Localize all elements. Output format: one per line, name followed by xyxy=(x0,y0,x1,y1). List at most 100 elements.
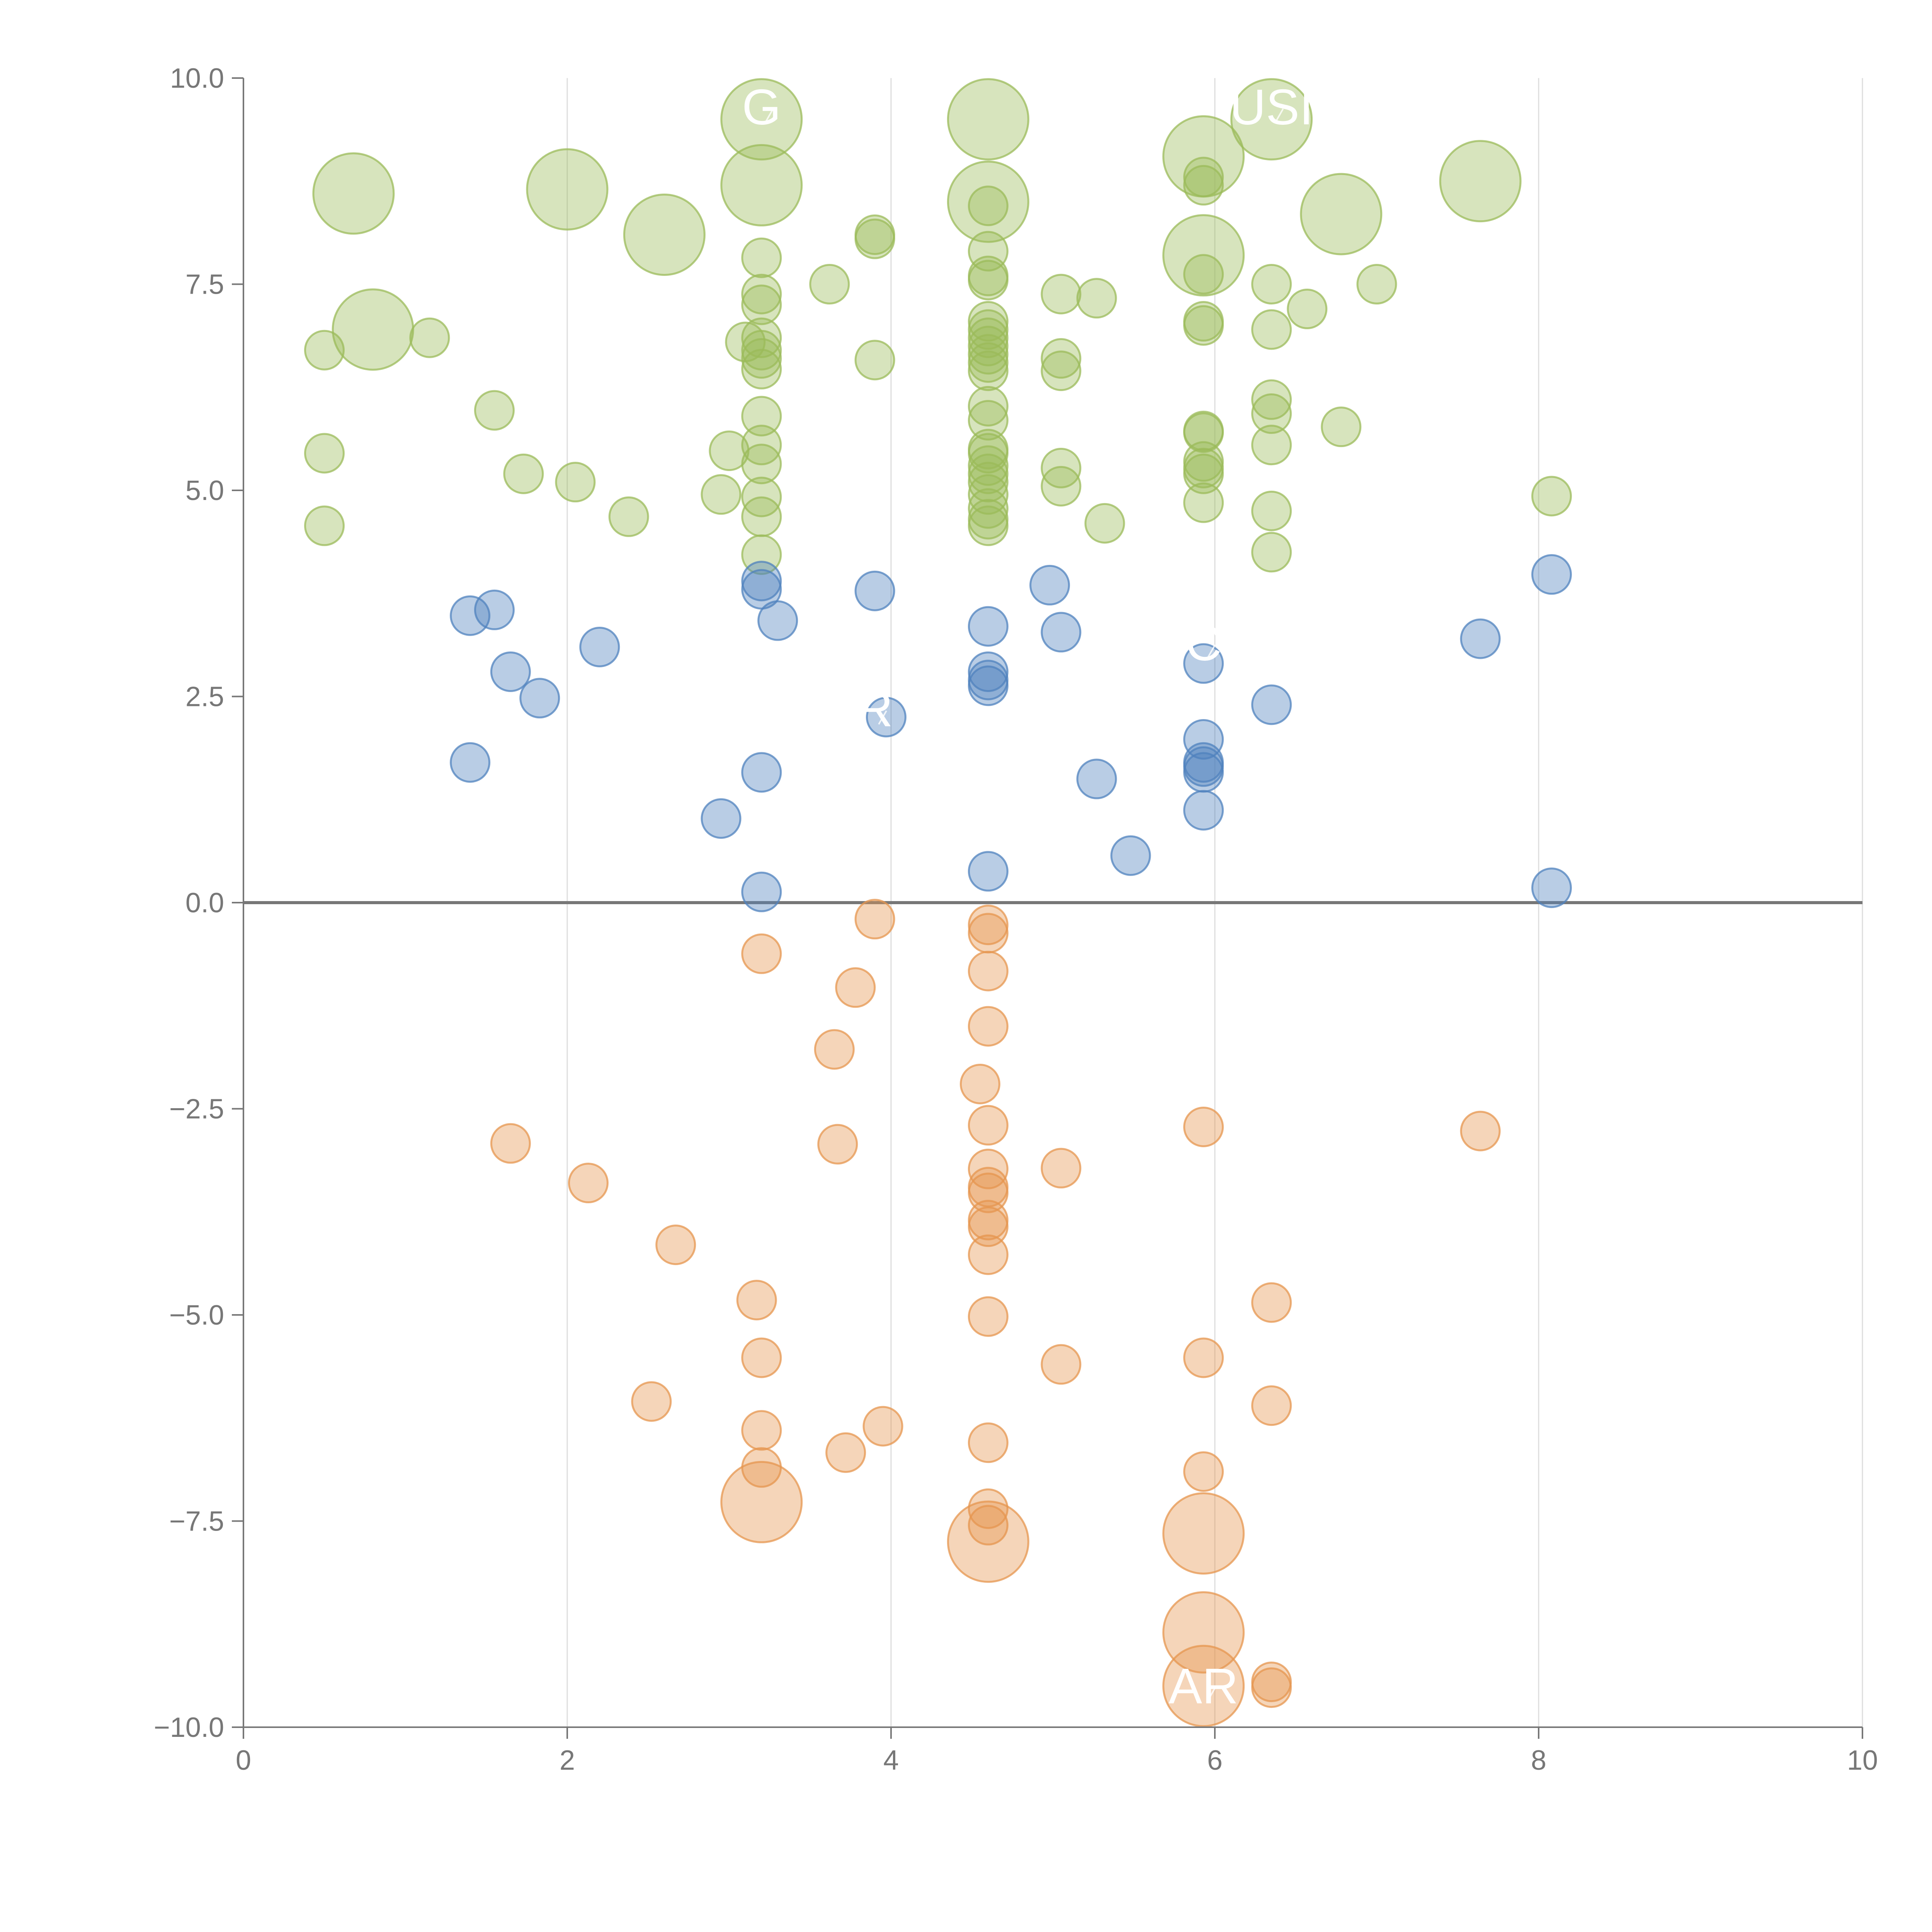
point-mid-30 xyxy=(1460,618,1501,659)
point-low-42 xyxy=(1251,1385,1292,1426)
point-high-6 xyxy=(947,160,1029,243)
point-high-12 xyxy=(332,288,414,371)
point-low-38 xyxy=(1162,1492,1245,1575)
y-tick-label-5: −2.5 xyxy=(169,1094,224,1125)
point-low-13 xyxy=(817,1124,858,1165)
point-high-66 xyxy=(1041,447,1082,488)
x-axis-ticks: 0 2 4 6 8 10 xyxy=(236,1727,1878,1776)
point-low-6 xyxy=(741,1337,782,1378)
point-low-30 xyxy=(968,1488,1009,1529)
point-high-37 xyxy=(809,264,850,304)
annotation-leader-1 xyxy=(765,108,774,123)
point-low-12 xyxy=(814,1029,855,1070)
point-low-37 xyxy=(1183,1451,1224,1492)
point-high-30 xyxy=(741,349,782,389)
data-points xyxy=(304,78,1572,1727)
point-high-85 xyxy=(1251,425,1292,466)
point-mid-17 xyxy=(968,665,1009,706)
point-high-16 xyxy=(474,390,515,431)
point-mid-27 xyxy=(1183,752,1224,793)
point-low-29 xyxy=(968,1422,1009,1463)
point-high-46 xyxy=(968,309,1009,350)
point-high-81 xyxy=(1251,264,1292,304)
point-high-31 xyxy=(741,396,782,437)
point-high-33 xyxy=(741,444,782,485)
point-mid-9 xyxy=(757,600,798,641)
point-high-56 xyxy=(968,445,1009,486)
point-high-88 xyxy=(1287,289,1328,330)
point-low-18 xyxy=(968,951,1009,992)
point-low-15 xyxy=(825,1432,866,1473)
point-mid-15 xyxy=(968,651,1009,692)
x-tick-label-5: 10 xyxy=(1847,1745,1878,1776)
point-high-55 xyxy=(968,433,1009,474)
y-tick-label-7: −7.5 xyxy=(169,1506,224,1537)
annotation-leader-0 xyxy=(1206,1687,1216,1702)
point-high-76 xyxy=(1183,412,1224,453)
point-high-26 xyxy=(741,284,782,325)
annotation-label-0: AR xyxy=(1168,1658,1238,1714)
point-mid-12 xyxy=(854,570,895,611)
point-high-82 xyxy=(1251,309,1292,350)
point-mid-32 xyxy=(1531,867,1572,908)
point-high-5 xyxy=(947,78,1029,161)
point-low-1 xyxy=(568,1163,609,1204)
point-high-80 xyxy=(1183,482,1224,523)
point-mid-19 xyxy=(1029,565,1070,605)
point-mid-7 xyxy=(741,561,782,602)
point-high-63 xyxy=(1041,274,1082,315)
point-high-42 xyxy=(968,231,1009,272)
point-high-86 xyxy=(1251,490,1292,531)
point-mid-20 xyxy=(1041,612,1082,653)
point-high-41 xyxy=(968,185,1009,226)
point-low-35 xyxy=(1183,1106,1224,1147)
point-high-53 xyxy=(968,400,1009,441)
point-low-19 xyxy=(968,1006,1009,1047)
point-low-26 xyxy=(968,1206,1009,1247)
point-mid-18 xyxy=(968,851,1009,892)
point-mid-11 xyxy=(741,871,782,912)
y-tick-label-3: 2.5 xyxy=(185,682,224,713)
point-high-83 xyxy=(1251,379,1292,420)
point-low-34 xyxy=(1041,1344,1082,1385)
point-high-10 xyxy=(1300,173,1383,255)
point-annotations: AR G USI R C xyxy=(742,79,1313,1714)
point-high-3 xyxy=(720,78,803,161)
point-high-24 xyxy=(741,237,782,278)
point-low-2 xyxy=(655,1225,696,1265)
point-low-44 xyxy=(1251,1667,1292,1708)
point-high-35 xyxy=(741,496,782,537)
point-high-74 xyxy=(1183,305,1224,346)
point-mid-3 xyxy=(519,678,560,719)
point-high-2 xyxy=(623,193,706,276)
point-low-20 xyxy=(959,1063,1000,1104)
point-high-27 xyxy=(741,317,782,358)
annotation-leader-4 xyxy=(1206,644,1216,659)
y-tick-label-2: 5.0 xyxy=(185,475,224,506)
point-low-14 xyxy=(862,1406,903,1447)
point-mid-2 xyxy=(490,651,531,692)
point-high-57 xyxy=(968,453,1009,494)
point-low-9 xyxy=(720,1461,803,1543)
axes: 0 2 4 6 8 10 10.0 7.5 5.0 2.5 0.0 −2.5 −5.0 −7.5 −10.… xyxy=(154,63,1878,1776)
point-low-31 xyxy=(968,1505,1009,1546)
y-tick-label-6: −5.0 xyxy=(169,1300,224,1331)
point-high-21 xyxy=(701,474,742,515)
x-tick-label-4: 8 xyxy=(1531,1745,1546,1776)
point-high-9 xyxy=(1230,78,1313,161)
point-high-72 xyxy=(1183,254,1224,295)
annotation-label-3: R xyxy=(857,681,893,737)
point-high-59 xyxy=(968,474,1009,515)
point-high-64 xyxy=(1041,338,1082,379)
point-high-49 xyxy=(968,334,1009,375)
point-low-36 xyxy=(1183,1337,1224,1378)
point-mid-5 xyxy=(450,742,491,783)
point-high-87 xyxy=(1251,532,1292,573)
x-tick-label-0: 0 xyxy=(236,1745,251,1776)
point-high-62 xyxy=(968,505,1009,546)
annotation-label-1: G xyxy=(742,79,781,135)
point-high-65 xyxy=(1041,350,1082,391)
point-low-7 xyxy=(741,1410,782,1451)
point-high-84 xyxy=(1251,393,1292,434)
